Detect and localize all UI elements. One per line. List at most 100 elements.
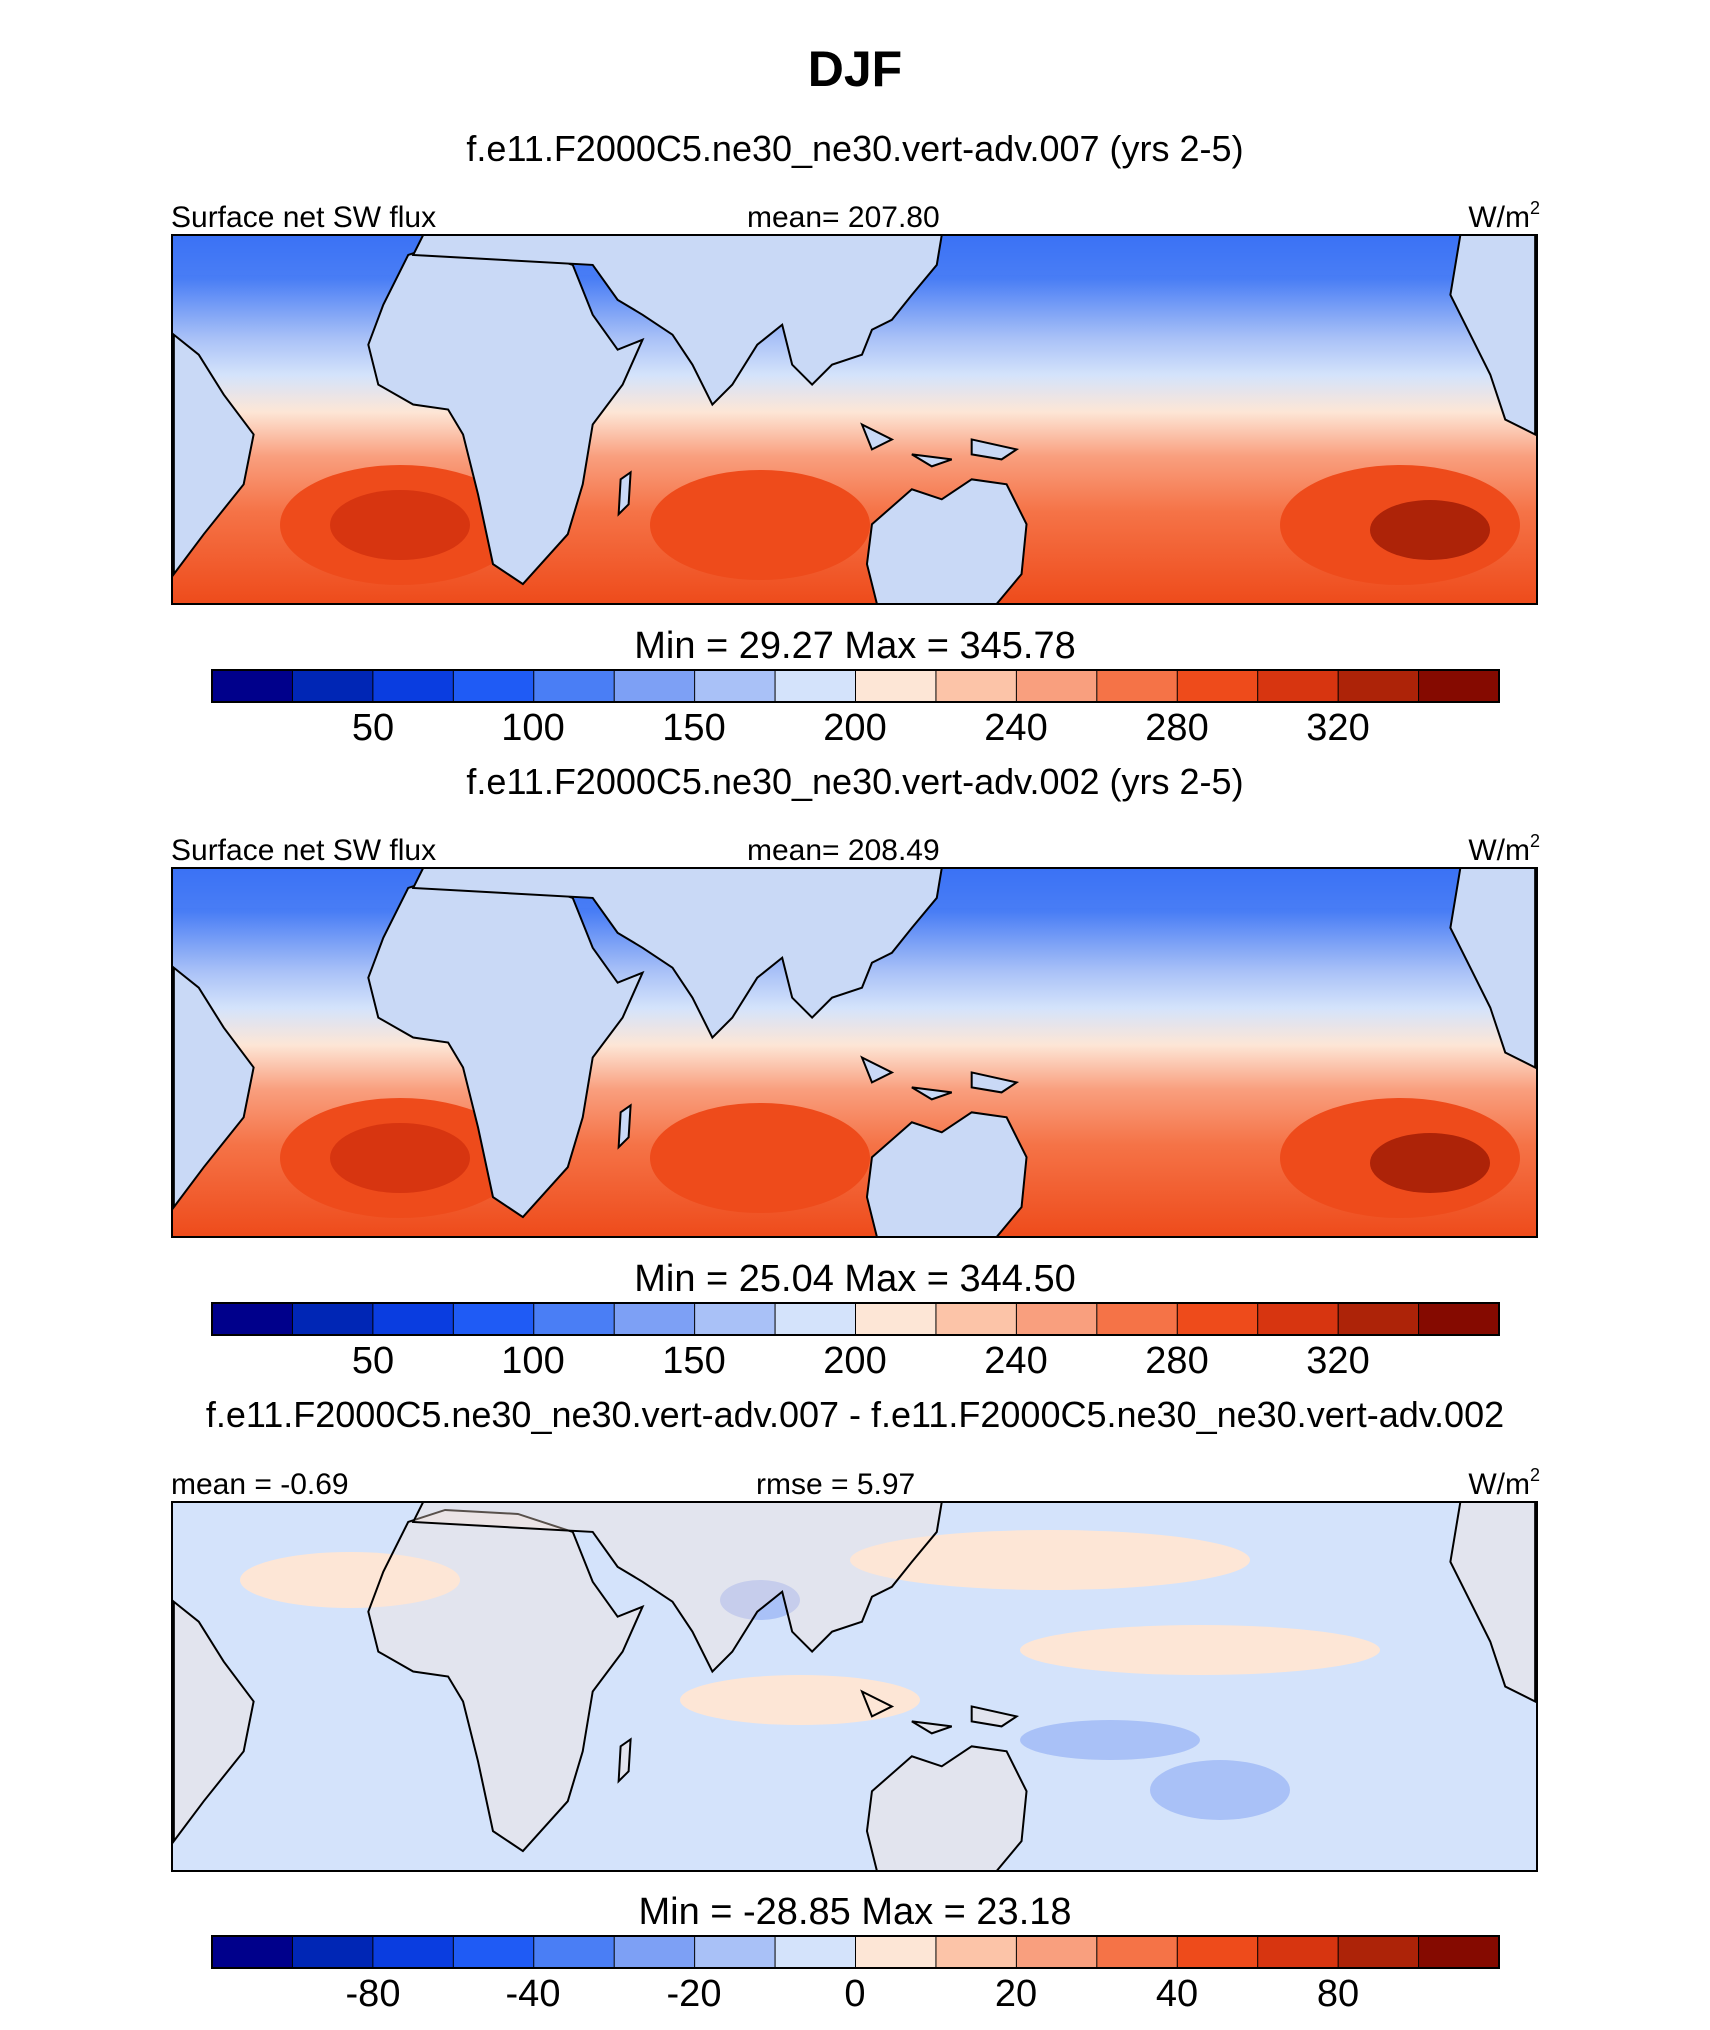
colorbar-cell [935, 669, 1018, 703]
colorbar-tick-label: -20 [667, 1973, 722, 2015]
colorbar-tick-labels: 50 100 150 200 240 280 320 [352, 707, 1370, 749]
colorbar-tick-label: 150 [662, 1340, 725, 1382]
colorbar-cell [452, 1302, 535, 1336]
colorbar-cell [211, 669, 294, 703]
colorbar-tick-label: 0 [844, 1973, 865, 2015]
figure-title: DJF [808, 41, 902, 97]
colorbar-tick-label: -80 [346, 1973, 401, 2015]
colorbar-cell [533, 1935, 616, 1969]
colorbar-cell [694, 669, 777, 703]
colorbar-cell [1176, 1302, 1259, 1336]
colorbar-tick-label: 200 [823, 707, 886, 749]
colorbar-cell [1015, 1302, 1098, 1336]
colorbar-tick-label: 50 [352, 707, 394, 749]
colorbar-cell [774, 669, 857, 703]
colorbar-cell [613, 669, 696, 703]
panel-field-label: Surface net SW flux [171, 201, 436, 234]
colorbar-cell [372, 1302, 455, 1336]
colorbar-cell [1015, 1935, 1098, 1969]
colorbar-cell [855, 1935, 937, 1969]
colorbar: -80 -40 -20 0 20 40 80 [211, 1935, 1501, 2015]
colorbar-cell [613, 1302, 696, 1336]
colorbar-cell [1418, 669, 1501, 703]
panel-units-label: W/m2 [1468, 198, 1540, 234]
colorbar-cell [211, 1935, 294, 1969]
colorbar-cell [935, 1935, 1018, 1969]
colorbar-cell [211, 1302, 294, 1336]
colorbar-tick-label: -40 [506, 1973, 561, 2015]
panel-minmax-label: Min = -28.85 Max = 23.18 [638, 1891, 1071, 1933]
panel-difference: f.e11.F2000C5.ne30_ne30.vert-adv.007 - f… [171, 1394, 1540, 2015]
colorbar: 50 100 150 200 240 280 320 [211, 1302, 1501, 1382]
colorbar-tick-label: 100 [501, 707, 564, 749]
panel-minmax-label: Min = 29.27 Max = 345.78 [634, 625, 1076, 667]
panel-test: f.e11.F2000C5.ne30_ne30.vert-adv.007 (yr… [171, 128, 1540, 749]
panel-field-label: Surface net SW flux [171, 834, 436, 867]
colorbar-cell [1337, 669, 1420, 703]
map-field [172, 868, 1537, 1237]
colorbar-cell [533, 1302, 616, 1336]
map-frame [171, 867, 1538, 1238]
colorbar: 50 100 150 200 240 280 320 [211, 669, 1501, 749]
colorbar-cell [1096, 1935, 1179, 1969]
colorbar-cell [1418, 1302, 1501, 1336]
panel-units-label: W/m2 [1468, 831, 1540, 867]
colorbar-tick-label: 100 [501, 1340, 564, 1382]
colorbar-tick-label: 150 [662, 707, 725, 749]
colorbar-cell [694, 1302, 777, 1336]
colorbar-cell [774, 1302, 857, 1336]
colorbar-cell [1257, 669, 1340, 703]
panel-mean-label: mean= 208.49 [747, 834, 940, 867]
colorbar-tick-label: 240 [984, 1340, 1047, 1382]
panel-units-label: W/m2 [1468, 1465, 1540, 1501]
colorbar-cell [372, 669, 455, 703]
map-field [172, 235, 1537, 604]
map-frame [171, 234, 1538, 605]
map-field [172, 1502, 1537, 1871]
colorbar-cell [613, 1935, 696, 1969]
colorbar-cell [1257, 1302, 1340, 1336]
panel-minmax-label: Min = 25.04 Max = 344.50 [634, 1258, 1076, 1300]
colorbar-tick-label: 240 [984, 707, 1047, 749]
panel-case-title: f.e11.F2000C5.ne30_ne30.vert-adv.002 (yr… [466, 761, 1243, 802]
panel-rmse-label: rmse = 5.97 [756, 1468, 915, 1501]
colorbar-cell [533, 669, 616, 703]
colorbar-cell [1418, 1935, 1501, 1969]
map-frame [171, 1501, 1538, 1872]
colorbar-tick-label: 320 [1306, 1340, 1369, 1382]
panel-mean-label: mean = -0.69 [171, 1468, 349, 1501]
panel-case-title: f.e11.F2000C5.ne30_ne30.vert-adv.007 - f… [206, 1394, 1504, 1435]
colorbar-cell [1096, 669, 1179, 703]
colorbar-cell [935, 1302, 1018, 1336]
colorbar-cell [855, 669, 937, 703]
colorbar-cell [291, 1302, 374, 1336]
colorbar-cell [694, 1935, 777, 1969]
colorbar-tick-labels: 50 100 150 200 240 280 320 [352, 1340, 1370, 1382]
colorbar-cell [1176, 1935, 1259, 1969]
colorbar-cell [291, 1935, 374, 1969]
panel-case-title: f.e11.F2000C5.ne30_ne30.vert-adv.007 (yr… [466, 128, 1243, 169]
colorbar-tick-label: 40 [1156, 1973, 1198, 2015]
colorbar-cell [1176, 669, 1259, 703]
colorbar-cell [1096, 1302, 1179, 1336]
colorbar-tick-labels: -80 -40 -20 0 20 40 80 [346, 1973, 1360, 2015]
colorbar-tick-label: 280 [1145, 1340, 1208, 1382]
colorbar-tick-label: 280 [1145, 707, 1208, 749]
colorbar-cell [1337, 1935, 1420, 1969]
colorbar-cell [291, 669, 374, 703]
colorbar-tick-label: 320 [1306, 707, 1369, 749]
colorbar-cell [1257, 1935, 1340, 1969]
colorbar-cell [452, 1935, 535, 1969]
colorbar-tick-label: 200 [823, 1340, 886, 1382]
colorbar-cell [452, 669, 535, 703]
colorbar-cell [1337, 1302, 1420, 1336]
panel-mean-label: mean= 207.80 [747, 201, 940, 234]
colorbar-cell [774, 1935, 857, 1969]
colorbar-tick-label: 80 [1317, 1973, 1359, 2015]
colorbar-tick-label: 20 [995, 1973, 1037, 2015]
colorbar-tick-label: 50 [352, 1340, 394, 1382]
colorbar-cell [1015, 669, 1098, 703]
colorbar-cell [372, 1935, 455, 1969]
panel-control: f.e11.F2000C5.ne30_ne30.vert-adv.002 (yr… [171, 761, 1540, 1382]
